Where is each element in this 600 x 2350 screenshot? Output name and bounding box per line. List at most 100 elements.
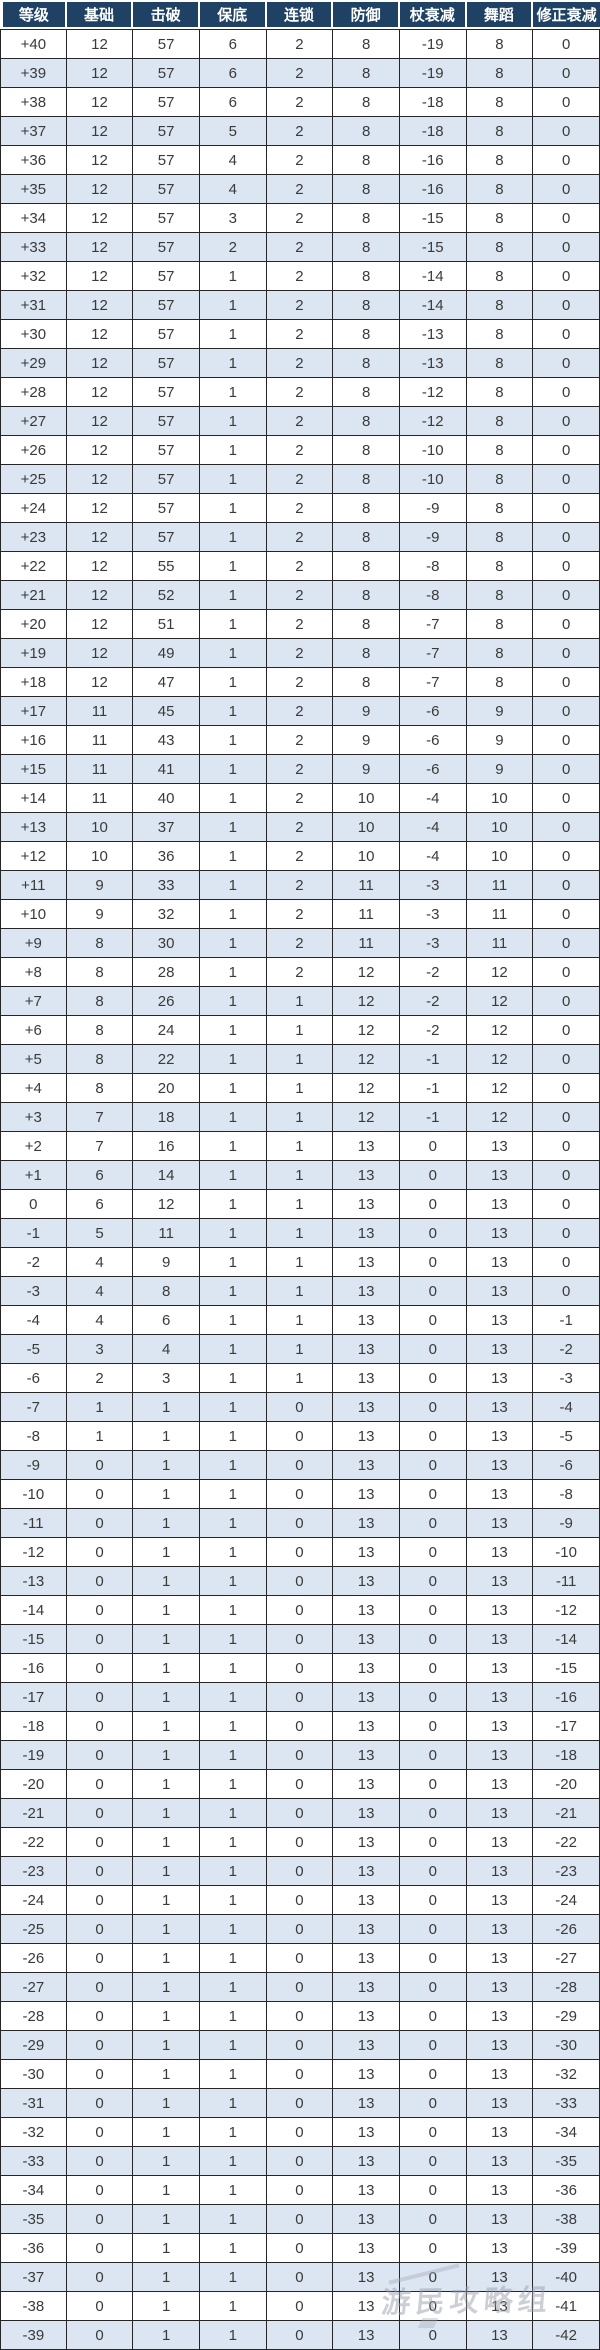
cell: -1 bbox=[0, 1219, 67, 1248]
cell: 0 bbox=[533, 581, 600, 610]
cell: 1 bbox=[266, 1045, 334, 1074]
cell: 0 bbox=[533, 204, 600, 233]
table-row: -18 0 1 1 0 13 0 13 -17 bbox=[0, 1712, 600, 1741]
cell: 2 bbox=[266, 175, 334, 204]
cell: -39 bbox=[0, 2321, 67, 2350]
cell: 2 bbox=[266, 378, 334, 407]
cell: 2 bbox=[266, 668, 334, 697]
cell: 2 bbox=[266, 523, 334, 552]
cell: 1 bbox=[199, 1509, 267, 1538]
cell: 11 bbox=[466, 900, 534, 929]
cell: 0 bbox=[399, 2234, 467, 2263]
cell: 1 bbox=[266, 1277, 334, 1306]
cell: 12 bbox=[66, 639, 134, 668]
cell: 2 bbox=[266, 349, 334, 378]
cell: 8 bbox=[333, 233, 400, 262]
cell: 11 bbox=[66, 784, 134, 813]
cell: 1 bbox=[199, 929, 267, 958]
cell: 2 bbox=[266, 262, 334, 291]
cell: 1 bbox=[199, 1161, 267, 1190]
cell: 57 bbox=[133, 262, 200, 291]
cell: 8 bbox=[333, 29, 400, 59]
cell: +10 bbox=[0, 900, 67, 929]
cell: +35 bbox=[0, 175, 67, 204]
cell: 9 bbox=[466, 726, 534, 755]
cell: 8 bbox=[466, 233, 534, 262]
cell: -35 bbox=[533, 2147, 600, 2176]
cell: 55 bbox=[133, 552, 200, 581]
cell: -16 bbox=[399, 175, 467, 204]
cell: 1 bbox=[266, 1074, 334, 1103]
cell: 1 bbox=[199, 1944, 267, 1973]
cell: 0 bbox=[266, 1625, 334, 1654]
cell: +6 bbox=[0, 1016, 67, 1045]
table-row: -13 0 1 1 0 13 0 13 -11 bbox=[0, 1567, 600, 1596]
cell: 2 bbox=[266, 958, 334, 987]
table-row: -14 0 1 1 0 13 0 13 -12 bbox=[0, 1596, 600, 1625]
header-row: 等级 基础 击破 保底 连锁 防御 杖衰减 舞蹈 修正衰减 bbox=[0, 0, 600, 29]
cell: 1 bbox=[199, 2118, 267, 2147]
cell: 12 bbox=[66, 407, 134, 436]
cell: 0 bbox=[66, 1741, 134, 1770]
cell: -39 bbox=[533, 2234, 600, 2263]
cell: 0 bbox=[66, 1567, 134, 1596]
cell: 1 bbox=[199, 1422, 267, 1451]
cell: 0 bbox=[399, 1277, 467, 1306]
table-row: +4 8 20 1 1 12 -1 12 0 bbox=[0, 1074, 600, 1103]
cell: -22 bbox=[0, 1828, 67, 1857]
cell: 49 bbox=[133, 639, 200, 668]
cell: 0 bbox=[533, 59, 600, 88]
cell: -26 bbox=[0, 1944, 67, 1973]
cell: 1 bbox=[199, 291, 267, 320]
cell: 13 bbox=[466, 2205, 534, 2234]
cell: -1 bbox=[399, 1074, 467, 1103]
cell: 13 bbox=[333, 1161, 400, 1190]
cell: 13 bbox=[333, 2089, 400, 2118]
cell: 12 bbox=[466, 1016, 534, 1045]
cell: +9 bbox=[0, 929, 67, 958]
cell: 0 bbox=[533, 784, 600, 813]
cell: -24 bbox=[533, 1886, 600, 1915]
cell: 8 bbox=[466, 639, 534, 668]
table-row: -35 0 1 1 0 13 0 13 -38 bbox=[0, 2205, 600, 2234]
cell: 1 bbox=[133, 1654, 200, 1683]
cell: -7 bbox=[399, 668, 467, 697]
cell: 1 bbox=[266, 1306, 334, 1335]
cell: 2 bbox=[266, 610, 334, 639]
cell: 8 bbox=[333, 349, 400, 378]
cell: 11 bbox=[333, 871, 400, 900]
cell: 0 bbox=[66, 1828, 134, 1857]
cell: 0 bbox=[266, 1654, 334, 1683]
cell: 13 bbox=[466, 2321, 534, 2350]
table-row: +1 6 14 1 1 13 0 13 0 bbox=[0, 1161, 600, 1190]
cell: -12 bbox=[533, 1596, 600, 1625]
cell: 1 bbox=[133, 2031, 200, 2060]
cell: 8 bbox=[466, 436, 534, 465]
cell: 45 bbox=[133, 697, 200, 726]
table-row: -29 0 1 1 0 13 0 13 -30 bbox=[0, 2031, 600, 2060]
cell: 1 bbox=[133, 2205, 200, 2234]
cell: 0 bbox=[533, 871, 600, 900]
cell: 0 bbox=[533, 987, 600, 1016]
cell: -16 bbox=[0, 1654, 67, 1683]
cell: 13 bbox=[333, 1712, 400, 1741]
table-row: +37 12 57 5 2 8 -18 8 0 bbox=[0, 117, 600, 146]
cell: -20 bbox=[0, 1770, 67, 1799]
column-header: 杖衰减 bbox=[399, 0, 467, 29]
table-row: +29 12 57 1 2 8 -13 8 0 bbox=[0, 349, 600, 378]
cell: 9 bbox=[466, 697, 534, 726]
table-row: -24 0 1 1 0 13 0 13 -24 bbox=[0, 1886, 600, 1915]
cell: 43 bbox=[133, 726, 200, 755]
cell: 11 bbox=[66, 697, 134, 726]
cell: 1 bbox=[199, 2292, 267, 2321]
cell: 13 bbox=[333, 1451, 400, 1480]
cell: 13 bbox=[466, 1915, 534, 1944]
cell: 13 bbox=[466, 2147, 534, 2176]
cell: 1 bbox=[199, 1335, 267, 1364]
cell: 1 bbox=[199, 320, 267, 349]
table-row: -2 4 9 1 1 13 0 13 0 bbox=[0, 1248, 600, 1277]
cell: 0 bbox=[533, 1016, 600, 1045]
cell: 8 bbox=[466, 378, 534, 407]
cell: 57 bbox=[133, 320, 200, 349]
cell: 8 bbox=[333, 175, 400, 204]
